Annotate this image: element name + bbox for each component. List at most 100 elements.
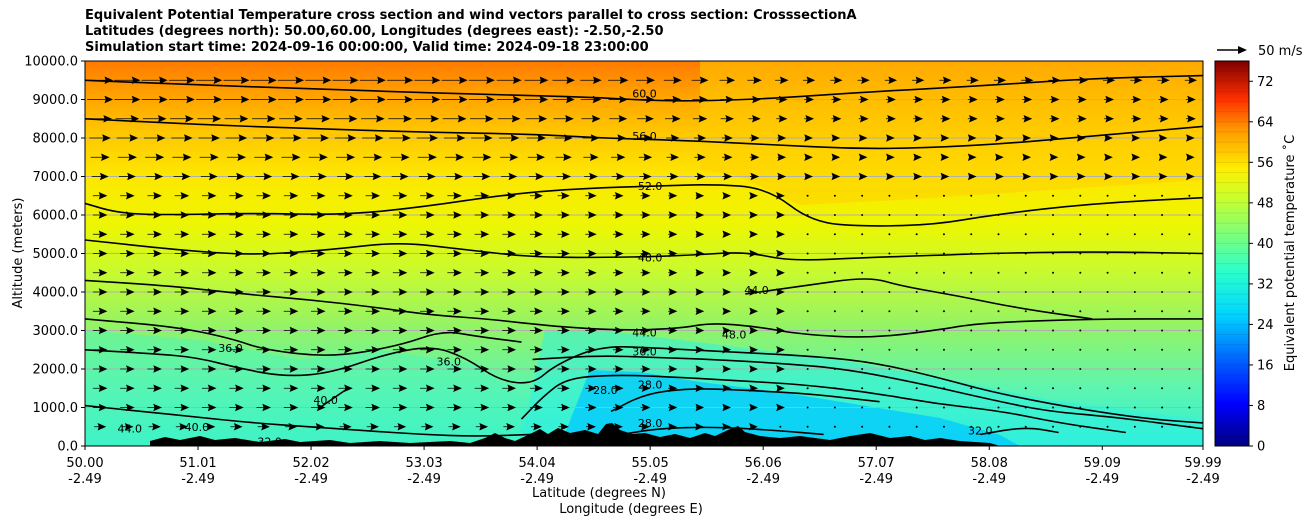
wind-vector bbox=[447, 269, 462, 277]
wind-vector bbox=[888, 329, 891, 332]
wind-vector bbox=[1052, 252, 1055, 255]
contour-40.0 bbox=[85, 318, 522, 356]
wind-vector bbox=[279, 115, 303, 123]
wind-vector bbox=[332, 95, 359, 104]
wind-vector bbox=[334, 134, 357, 142]
contour-label: 44.0 bbox=[744, 284, 769, 297]
wind-vector bbox=[147, 403, 162, 412]
wind-vector bbox=[392, 365, 408, 373]
wind-vector bbox=[121, 423, 134, 431]
wind-vector bbox=[229, 326, 244, 335]
wind-vector bbox=[1188, 310, 1191, 313]
wind-vector bbox=[339, 423, 352, 431]
wind-vector bbox=[1133, 233, 1136, 236]
colorbar-tick-label: 8 bbox=[1257, 399, 1265, 414]
wind-vector bbox=[283, 249, 299, 258]
wind-vector bbox=[363, 153, 383, 161]
wind-vector bbox=[584, 172, 598, 181]
wind-vector bbox=[833, 194, 836, 197]
wind-vector bbox=[200, 172, 218, 181]
wind-vector bbox=[1024, 271, 1027, 274]
wind-vector bbox=[888, 310, 891, 313]
wind-vector bbox=[831, 95, 842, 104]
wind-vector bbox=[776, 230, 785, 238]
wind-vector bbox=[639, 172, 652, 181]
wind-vector bbox=[1024, 194, 1027, 197]
wind-vector bbox=[1049, 115, 1060, 123]
wind-vector bbox=[1104, 115, 1115, 123]
wind-vector bbox=[997, 233, 1000, 236]
wind-vector bbox=[502, 211, 517, 219]
wind-vector bbox=[668, 288, 678, 296]
wind-vector bbox=[640, 288, 651, 296]
wind-vector bbox=[147, 307, 162, 315]
wind-vector bbox=[748, 95, 761, 104]
wind-vector bbox=[722, 365, 732, 373]
wind-vector bbox=[524, 95, 549, 104]
wind-vector bbox=[365, 384, 381, 392]
title-line-2: Latitudes (degrees north): 50.00,60.00, … bbox=[85, 24, 664, 39]
wind-vector bbox=[722, 192, 732, 200]
wind-vector bbox=[87, 95, 114, 104]
wind-vector bbox=[201, 384, 217, 392]
wind-vector bbox=[250, 76, 277, 84]
wind-vector bbox=[392, 269, 408, 277]
wind-vector bbox=[1133, 310, 1136, 313]
wind-vector bbox=[474, 365, 490, 373]
wind-vector bbox=[1161, 348, 1164, 351]
wind-vector bbox=[281, 153, 301, 161]
wind-vector bbox=[993, 76, 1007, 84]
wind-vector bbox=[392, 346, 408, 354]
wind-vector bbox=[942, 194, 945, 197]
wind-vector bbox=[447, 326, 462, 335]
wind-vector bbox=[695, 423, 704, 431]
wind-vector bbox=[640, 403, 651, 412]
wind-vector bbox=[529, 384, 543, 392]
wind-vector bbox=[120, 403, 135, 412]
wind-vector bbox=[995, 153, 1004, 161]
wind-vector bbox=[415, 115, 440, 123]
contour-32.0 bbox=[532, 355, 1203, 430]
wind-vector bbox=[311, 269, 326, 277]
wind-vector bbox=[338, 403, 353, 412]
wind-vector bbox=[338, 230, 353, 238]
contour-28.0 bbox=[622, 426, 824, 436]
wind-vector bbox=[585, 288, 597, 296]
wind-vector bbox=[472, 153, 492, 161]
x-tick-label-lat: 51.01 bbox=[179, 456, 216, 471]
wind-vector bbox=[861, 425, 864, 428]
wind-vector bbox=[199, 153, 219, 161]
wind-vector bbox=[201, 403, 217, 412]
wind-vector bbox=[861, 310, 864, 313]
wind-vector bbox=[557, 307, 570, 315]
wind-vector bbox=[1022, 115, 1033, 123]
wind-vector bbox=[749, 230, 759, 238]
x-tick-label-lon: -2.49 bbox=[972, 472, 1006, 487]
wind-vector bbox=[668, 403, 678, 412]
wind-vector bbox=[664, 115, 681, 123]
wind-vector bbox=[1186, 134, 1195, 142]
wind-vector bbox=[474, 326, 490, 335]
wind-vector bbox=[970, 271, 973, 274]
wind-vector bbox=[806, 406, 809, 409]
wind-vector bbox=[502, 249, 517, 258]
wind-vector bbox=[201, 365, 217, 373]
wind-vector bbox=[612, 384, 624, 392]
wind-vector bbox=[776, 384, 785, 392]
x-tick-label-lon: -2.49 bbox=[1085, 472, 1119, 487]
wind-vector bbox=[392, 192, 408, 200]
wind-vector bbox=[366, 423, 379, 431]
contour-52.0 bbox=[85, 184, 1203, 227]
wind-vector bbox=[970, 425, 973, 428]
wind-vector bbox=[582, 134, 600, 142]
wind-vector bbox=[1188, 233, 1191, 236]
wind-vector bbox=[115, 115, 140, 123]
wind-vector bbox=[365, 288, 381, 296]
contour-28.0 bbox=[520, 374, 1126, 434]
wind-vector bbox=[338, 384, 353, 392]
wind-vector bbox=[203, 423, 216, 431]
wind-vector bbox=[1106, 233, 1109, 236]
wind-vector bbox=[997, 387, 1000, 390]
wind-vector bbox=[230, 423, 243, 431]
colorbar-label: Equivalent potential temperature ˚C bbox=[1282, 135, 1298, 371]
